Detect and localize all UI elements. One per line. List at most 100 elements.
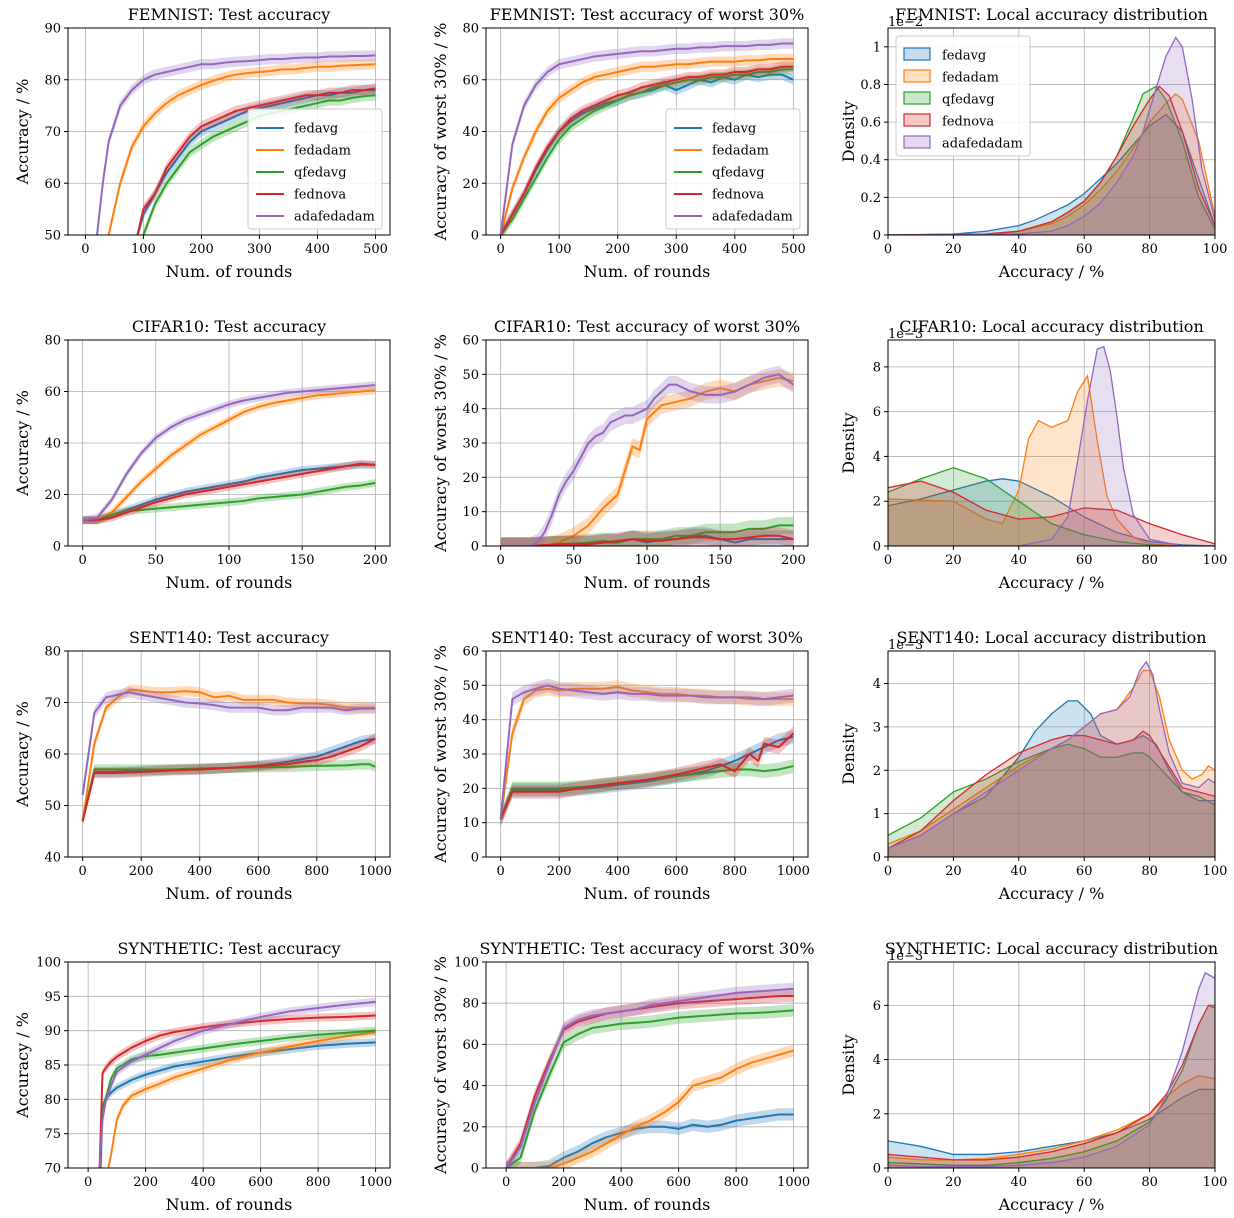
y-tick-label: 100 [454, 956, 479, 971]
density-area-fednova [888, 86, 1215, 235]
y-tick-label: 20 [462, 1120, 479, 1135]
x-tick-label: 0 [884, 864, 892, 879]
series-line-adafedadam [500, 373, 794, 546]
density-area-adafedadam [888, 37, 1215, 235]
plot-area [888, 971, 1215, 1168]
chart-title: SENT140: Test accuracy [129, 628, 329, 647]
y-tick-label: 60 [462, 1038, 479, 1053]
x-tick-label: 100 [635, 553, 660, 568]
legend-label-fedadam: fedadam [712, 144, 769, 159]
x-tick-label: 400 [605, 864, 630, 879]
density-line-fednova [888, 480, 1215, 545]
x-tick-label: 0 [496, 242, 504, 257]
x-tick-label: 200 [189, 242, 214, 257]
scale-exponent: 1e−2 [888, 15, 923, 30]
series-line-adafedadam [499, 42, 794, 235]
chart-title: CIFAR10: Test accuracy [132, 317, 326, 336]
y-tick-label: 80 [44, 334, 61, 349]
x-tick-label: 0 [884, 242, 892, 257]
series-line-adafedadam [505, 987, 794, 1168]
confidence-band-adafedadam [500, 678, 794, 827]
x-tick-label: 0 [81, 242, 89, 257]
series-line-adafedadam [82, 384, 376, 522]
x-tick-label: 600 [246, 864, 271, 879]
y-tick-label: 6 [873, 405, 881, 420]
y-tick-label: 30 [462, 748, 479, 763]
y-tick-label: 2 [873, 764, 881, 779]
x-tick-label: 60 [1076, 864, 1093, 879]
confidence-band-qfedavg [506, 1004, 794, 1168]
density-area-qfedavg [888, 1005, 1215, 1168]
series-line-adafedadam [98, 1000, 376, 1168]
y-tick-label: 20 [462, 471, 479, 486]
legend-label-qfedavg: qfedavg [942, 93, 995, 108]
x-tick-label: 50 [566, 553, 583, 568]
y-tick-label: 0 [873, 540, 881, 555]
series-line-adafedadam [96, 54, 376, 235]
confidence-band-adafedadam [82, 687, 376, 801]
x-axis-label: Accuracy / % [998, 573, 1105, 592]
chart-panel-cifar-worst: 0 50 100 150 200 0 10 20 30 40 50 60 CIFAR10: Test a… [431, 317, 809, 592]
y-axis-label: Accuracy / % [13, 79, 32, 186]
y-tick-label: 0 [471, 1162, 479, 1177]
x-tick-label: 800 [724, 1175, 749, 1190]
y-tick-label: 80 [44, 1093, 61, 1108]
chart-title: SENT140: Local accuracy distribution [896, 628, 1206, 647]
x-tick-label: 80 [1141, 1175, 1158, 1190]
confidence-band-fedadam [500, 369, 794, 546]
y-axis-label: Density [839, 723, 858, 784]
x-tick-label: 100 [131, 242, 156, 257]
y-tick-label: 0 [471, 540, 479, 555]
density-line-fedadam [888, 373, 1215, 546]
chart-title: SENT140: Test accuracy of worst 30% [491, 628, 803, 647]
x-tick-label: 800 [722, 864, 747, 879]
y-axis-label: Accuracy / % [13, 1012, 32, 1119]
confidence-band-fedadam [108, 1027, 376, 1168]
chart-panel-sent-dist: 0 20 40 60 80 100 0 1 2 3 4 SENT140: Local accuracy… [839, 628, 1227, 903]
x-tick-label: 0 [496, 553, 504, 568]
x-axis-label: Num. of rounds [166, 262, 293, 281]
x-tick-label: 50 [148, 553, 165, 568]
y-tick-label: 1 [873, 807, 881, 822]
series-line-qfedavg [499, 68, 794, 235]
x-tick-label: 400 [191, 1175, 216, 1190]
density-line-fedavg [888, 113, 1215, 235]
chart-title: FEMNIST: Local accuracy distribution [895, 5, 1208, 24]
confidence-band-fedavg [500, 729, 794, 827]
x-tick-label: 200 [605, 242, 630, 257]
plot-area [888, 660, 1215, 857]
scale-exponent: 1e−3 [888, 327, 923, 342]
series-line-fednova [98, 1014, 376, 1168]
y-tick-label: 70 [44, 1162, 61, 1177]
x-axis-label: Accuracy / % [998, 262, 1105, 281]
x-tick-label: 400 [187, 864, 212, 879]
x-tick-label: 0 [84, 1175, 92, 1190]
chart-title: CIFAR10: Test accuracy of worst 30% [494, 317, 800, 336]
y-tick-label: 0 [873, 229, 881, 244]
x-tick-label: 80 [1141, 553, 1158, 568]
y-tick-label: 40 [462, 1079, 479, 1094]
legend-label-fedavg: fedavg [294, 122, 338, 137]
x-tick-label: 20 [945, 1175, 962, 1190]
x-tick-label: 200 [781, 553, 806, 568]
x-tick-label: 200 [547, 864, 572, 879]
series-line-fedavg [81, 737, 376, 822]
x-tick-label: 500 [363, 242, 388, 257]
density-area-fednova [888, 481, 1215, 546]
y-tick-label: 3 [873, 720, 881, 735]
legend: fedavg fedadam qfedavg fednova adafedadam [665, 108, 801, 230]
chart-panel-femnist-dist: 0 20 40 60 80 100 0 0.2 0.4 0.6 0.8 1 FEMNIST: Local… [839, 5, 1227, 281]
density-area-fedavg [888, 478, 1215, 546]
y-tick-label: 0.6 [860, 116, 881, 131]
density-line-fednova [888, 1004, 1215, 1161]
x-tick-label: 20 [945, 864, 962, 879]
y-tick-label: 60 [462, 334, 479, 349]
y-tick-label: 90 [44, 1024, 61, 1039]
y-axis-label: Accuracy of worst 30% / % [431, 334, 450, 553]
density-area-fednova [888, 731, 1215, 857]
series-line-fednova [499, 732, 795, 820]
y-tick-label: 80 [44, 73, 61, 88]
density-line-fedavg [888, 478, 1215, 546]
legend-label-fedadam: fedadam [942, 71, 999, 86]
